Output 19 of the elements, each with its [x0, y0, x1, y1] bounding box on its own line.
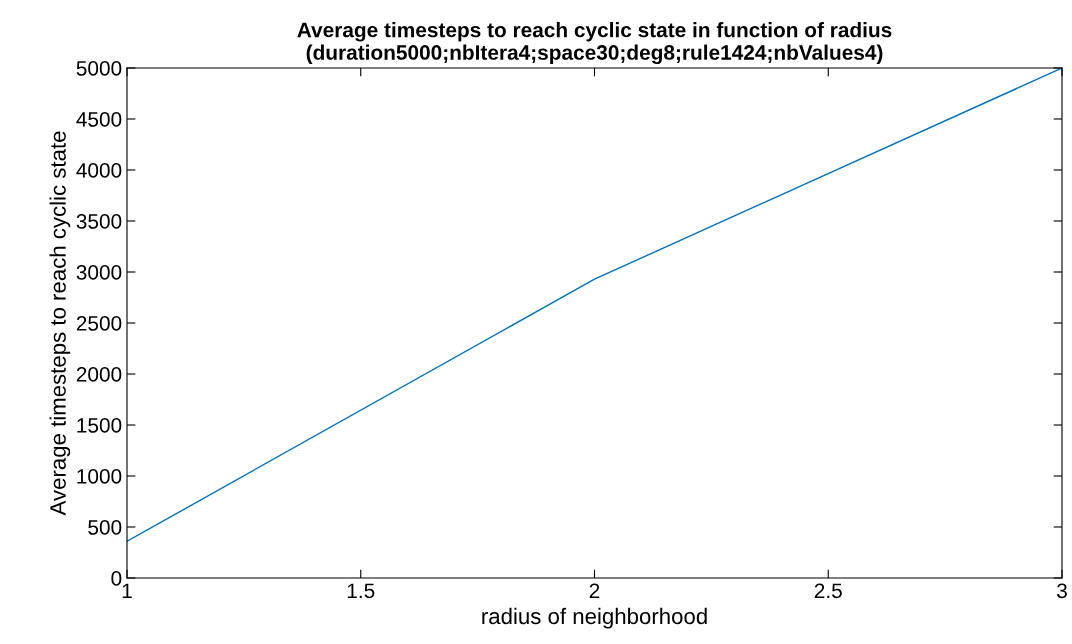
x-tick-label: 2: [589, 583, 600, 598]
x-tick-label: 1.5: [347, 583, 375, 599]
y-tick-label: 2000: [76, 367, 122, 382]
x-tick-label: 2.5: [814, 583, 842, 599]
x-axis-title: radius of neighborhood: [482, 607, 707, 629]
y-tick-label: 4500: [76, 112, 122, 127]
chart-title: Average timesteps to reach cyclic state in function of radius (duration5000;nbItera4;space30;deg8;rule1424;nbValues4): [297, 22, 892, 65]
y-tick-label: 0: [111, 571, 122, 586]
y-tick-label: 2500: [76, 316, 122, 331]
y-tick-label: 1500: [77, 418, 122, 433]
y-tick-label: 5000: [76, 61, 122, 76]
y-axis-title: Average timesteps to reach cyclic state: [49, 131, 71, 516]
y-tick-label: 1000: [77, 469, 122, 484]
y-tick-label: 500: [88, 520, 122, 535]
x-tick-label: 1: [122, 583, 132, 598]
x-tick-label: 3: [1057, 583, 1067, 599]
y-tick-label: 4000: [76, 163, 122, 178]
y-tick-label: 3500: [76, 214, 122, 229]
y-tick-label: 3000: [76, 265, 122, 280]
